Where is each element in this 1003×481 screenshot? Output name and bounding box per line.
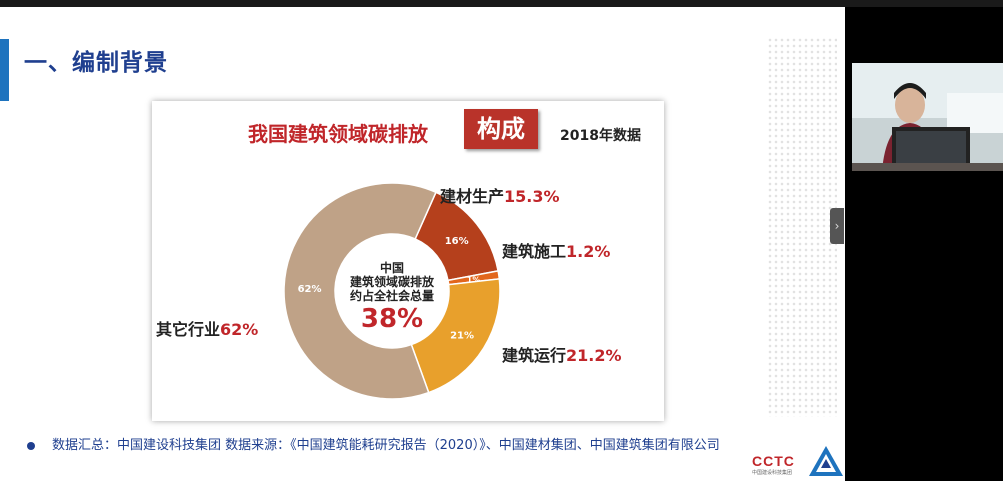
callout-label: 建材生产 xyxy=(440,187,505,206)
callout-label: 建筑施工 xyxy=(502,242,567,261)
callout-operation: 建筑运行21.2% xyxy=(502,342,622,366)
title-accent-bar xyxy=(0,39,9,101)
donut-slice-label-construction: 1% xyxy=(467,276,481,285)
donut-slice-other-industries xyxy=(283,182,437,400)
center-percent: 38% xyxy=(360,304,424,334)
callout-other-industries: 其它行业62% xyxy=(156,316,258,340)
callout-label: 建筑运行 xyxy=(502,346,567,365)
center-line-1: 中国 xyxy=(379,261,404,275)
footer-source-text: 数据汇总：中国建设科技集团 数据来源：《中国建筑能耗研究报告（2020）》、中国… xyxy=(52,438,720,453)
callout-label: 其它行业 xyxy=(156,320,221,339)
window-top-strip xyxy=(0,0,1003,7)
callout-building-materials: 建材生产15.3% xyxy=(440,183,560,207)
cctc-logo-subtitle: 中国建设科技集团 xyxy=(752,470,793,476)
donut-center-hole xyxy=(336,235,448,347)
slide-title: 一、编制背景 xyxy=(24,50,168,76)
callout-value: 1.2% xyxy=(566,242,611,261)
donut-slice-label-operation: 21% xyxy=(450,331,474,342)
presentation-slide: 一、编制背景 16% 1% 21% 62% 我国建筑领域碳排放 构成 2018年数据 … xyxy=(0,7,845,481)
center-line-3: 约占全社会总量 xyxy=(349,289,434,303)
donut-chart: 16% 1% 21% 62% xyxy=(283,182,501,400)
chart-card: 16% 1% 21% 62% 我国建筑领域碳排放 构成 2018年数据 中国 建筑领域… xyxy=(152,101,664,421)
center-line-2: 建筑领域碳排放 xyxy=(349,275,434,289)
callout-value: 15.3% xyxy=(504,187,560,206)
footer-bullet xyxy=(27,442,35,450)
chart-title: 我国建筑领域碳排放 xyxy=(248,122,428,146)
callout-construction: 建筑施工1.2% xyxy=(502,238,610,262)
cctc-logo-text: CCTC xyxy=(752,453,795,469)
donut-center-text: 中国 建筑领域碳排放 约占全社会总量 38% xyxy=(340,261,444,335)
side-panel-toggle[interactable]: › xyxy=(830,208,844,244)
cctc-logo-icon xyxy=(809,446,843,476)
chevron-right-icon: › xyxy=(834,219,840,233)
chart-year-label: 2018年数据 xyxy=(560,128,641,144)
chart-title-box: 构成 xyxy=(464,109,538,149)
callout-value: 62% xyxy=(220,320,259,339)
donut-slice-label-building-materials: 16% xyxy=(445,236,469,247)
callout-value: 21.2% xyxy=(566,346,622,365)
dot-pattern-decoration xyxy=(767,37,837,417)
presenter-video-frame xyxy=(852,63,1003,171)
donut-slice-label-other-industries: 62% xyxy=(298,284,322,295)
webcam-video-thumbnail xyxy=(852,63,1003,171)
